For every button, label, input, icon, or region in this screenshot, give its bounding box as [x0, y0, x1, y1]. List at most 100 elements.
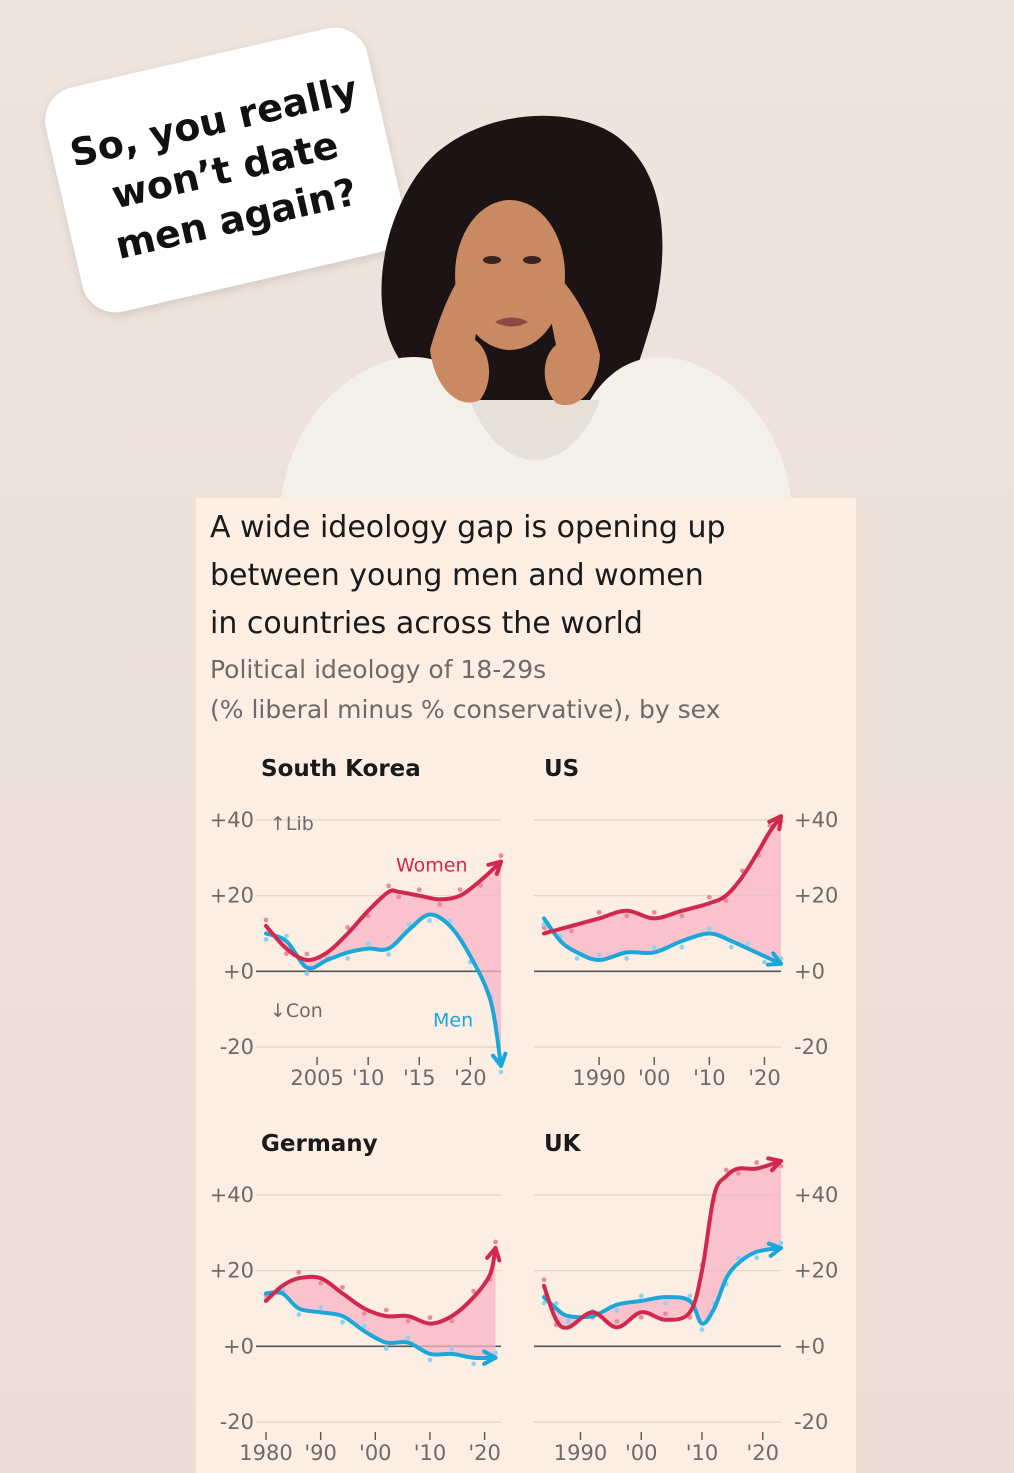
- women-point: [396, 894, 402, 900]
- x-tick-label: '20: [748, 1066, 781, 1090]
- chart-panel-south-korea: South Korea +40 +20 +0 -20 ↑Lib ↓Con 2005 '10 '15…: [210, 756, 508, 1090]
- men-point: [679, 944, 685, 950]
- women-point: [736, 1171, 741, 1176]
- men-point: [493, 1350, 498, 1356]
- women-line: [264, 1246, 498, 1326]
- men-point: [687, 1293, 693, 1299]
- women-point: [498, 853, 504, 859]
- men-point: [296, 1312, 302, 1317]
- x-tick-label: '10: [693, 1066, 726, 1090]
- gap-area: [266, 861, 501, 1066]
- men-arrowhead: [766, 1241, 783, 1258]
- women-point: [449, 1318, 455, 1324]
- right-hand-shape: [544, 270, 600, 406]
- lib-annotation: ↑Lib: [270, 813, 314, 835]
- men-point: [386, 952, 392, 958]
- women-point: [284, 951, 289, 957]
- women-point: [723, 1167, 729, 1173]
- men-point: [345, 956, 351, 961]
- women-point: [679, 913, 685, 919]
- gap-area: [544, 816, 781, 964]
- y-tick-label: -20: [794, 1410, 828, 1434]
- y-tick-label: +0: [223, 959, 254, 983]
- women-point: [614, 1319, 620, 1324]
- men-arrowhead: [491, 1051, 508, 1068]
- men-point: [498, 1069, 504, 1075]
- men-point: [638, 1293, 644, 1299]
- women-point: [345, 925, 351, 930]
- x-tick-label: '10: [414, 1441, 447, 1465]
- women-arrowhead: [486, 859, 503, 876]
- men-point: [340, 1319, 345, 1325]
- women-line: [542, 814, 783, 936]
- x-tick-label: 1990: [554, 1441, 607, 1465]
- men-point: [406, 922, 412, 928]
- y-tick-label: +0: [794, 1334, 825, 1358]
- y-tick-label: -20: [220, 1410, 254, 1434]
- chart-title: A wide ideology gap is opening up betwee…: [210, 504, 850, 648]
- x-tick-label: '10: [686, 1441, 719, 1465]
- women-point: [304, 951, 310, 957]
- women-point: [361, 1311, 367, 1316]
- men-point: [427, 1357, 433, 1363]
- men-point: [553, 1301, 559, 1306]
- men-point: [565, 1319, 571, 1325]
- y-tick-label: +20: [794, 1259, 838, 1283]
- title-line: A wide ideology gap is opening up: [210, 510, 726, 545]
- women-arrowhead: [766, 1156, 783, 1173]
- women-arrowhead: [767, 814, 783, 832]
- women-point: [437, 902, 443, 907]
- women-point: [706, 894, 712, 900]
- title-line: between young men and women: [210, 558, 704, 593]
- panel-title: Germany: [261, 1131, 378, 1157]
- men-point: [736, 1255, 741, 1261]
- men-point: [596, 952, 602, 958]
- women-point: [383, 1307, 389, 1313]
- men-point: [449, 1346, 455, 1352]
- women-arrowhead: [485, 1245, 502, 1263]
- women-point: [478, 883, 483, 888]
- women-point: [416, 887, 422, 893]
- women-point: [471, 1288, 477, 1294]
- men-point: [304, 971, 310, 976]
- chart-subtitle: Political ideology of 18-29s (% liberal …: [210, 650, 850, 730]
- women-point: [723, 898, 729, 904]
- gap-area: [544, 1161, 781, 1327]
- panel-title: South Korea: [261, 756, 421, 782]
- men-point: [663, 1300, 668, 1306]
- women-point: [405, 1318, 411, 1324]
- x-tick-label: '90: [304, 1441, 337, 1465]
- women-point: [296, 1269, 302, 1275]
- men-point: [471, 1361, 477, 1367]
- x-tick-label: '15: [403, 1066, 436, 1090]
- x-tick-label: '20: [454, 1066, 487, 1090]
- men-point: [284, 933, 289, 939]
- chart-panel-uk: UK +40 +20 +0 -20 1990 '00 '10 '20: [534, 1131, 838, 1465]
- men-point: [699, 1327, 705, 1333]
- gap-area: [266, 1248, 496, 1358]
- panel-title: UK: [544, 1131, 582, 1157]
- title-line: in countries across the world: [210, 606, 643, 641]
- men-point: [706, 926, 712, 931]
- men-point: [624, 956, 630, 961]
- men-point: [361, 1323, 367, 1329]
- y-tick-label: +0: [223, 1334, 254, 1358]
- women-point: [457, 887, 463, 893]
- men-point: [263, 937, 269, 942]
- men-point: [383, 1346, 389, 1351]
- men-point: [614, 1308, 620, 1314]
- small-multiples-chart: South Korea +40 +20 +0 -20 ↑Lib ↓Con 2005 '10 '15…: [210, 756, 839, 1465]
- women-point: [663, 1311, 668, 1317]
- x-tick-label: '20: [468, 1441, 501, 1465]
- panel-title: US: [544, 756, 579, 782]
- women-line: [264, 859, 503, 963]
- person-cutout-image: [280, 115, 792, 505]
- women-point: [340, 1284, 345, 1290]
- men-point: [318, 1304, 324, 1310]
- men-point: [778, 1240, 784, 1246]
- men-line: [542, 1246, 783, 1326]
- men-point: [427, 918, 432, 923]
- x-tick-label: 1980: [239, 1441, 292, 1465]
- x-tick-label: '00: [638, 1066, 671, 1090]
- women-point: [386, 883, 392, 889]
